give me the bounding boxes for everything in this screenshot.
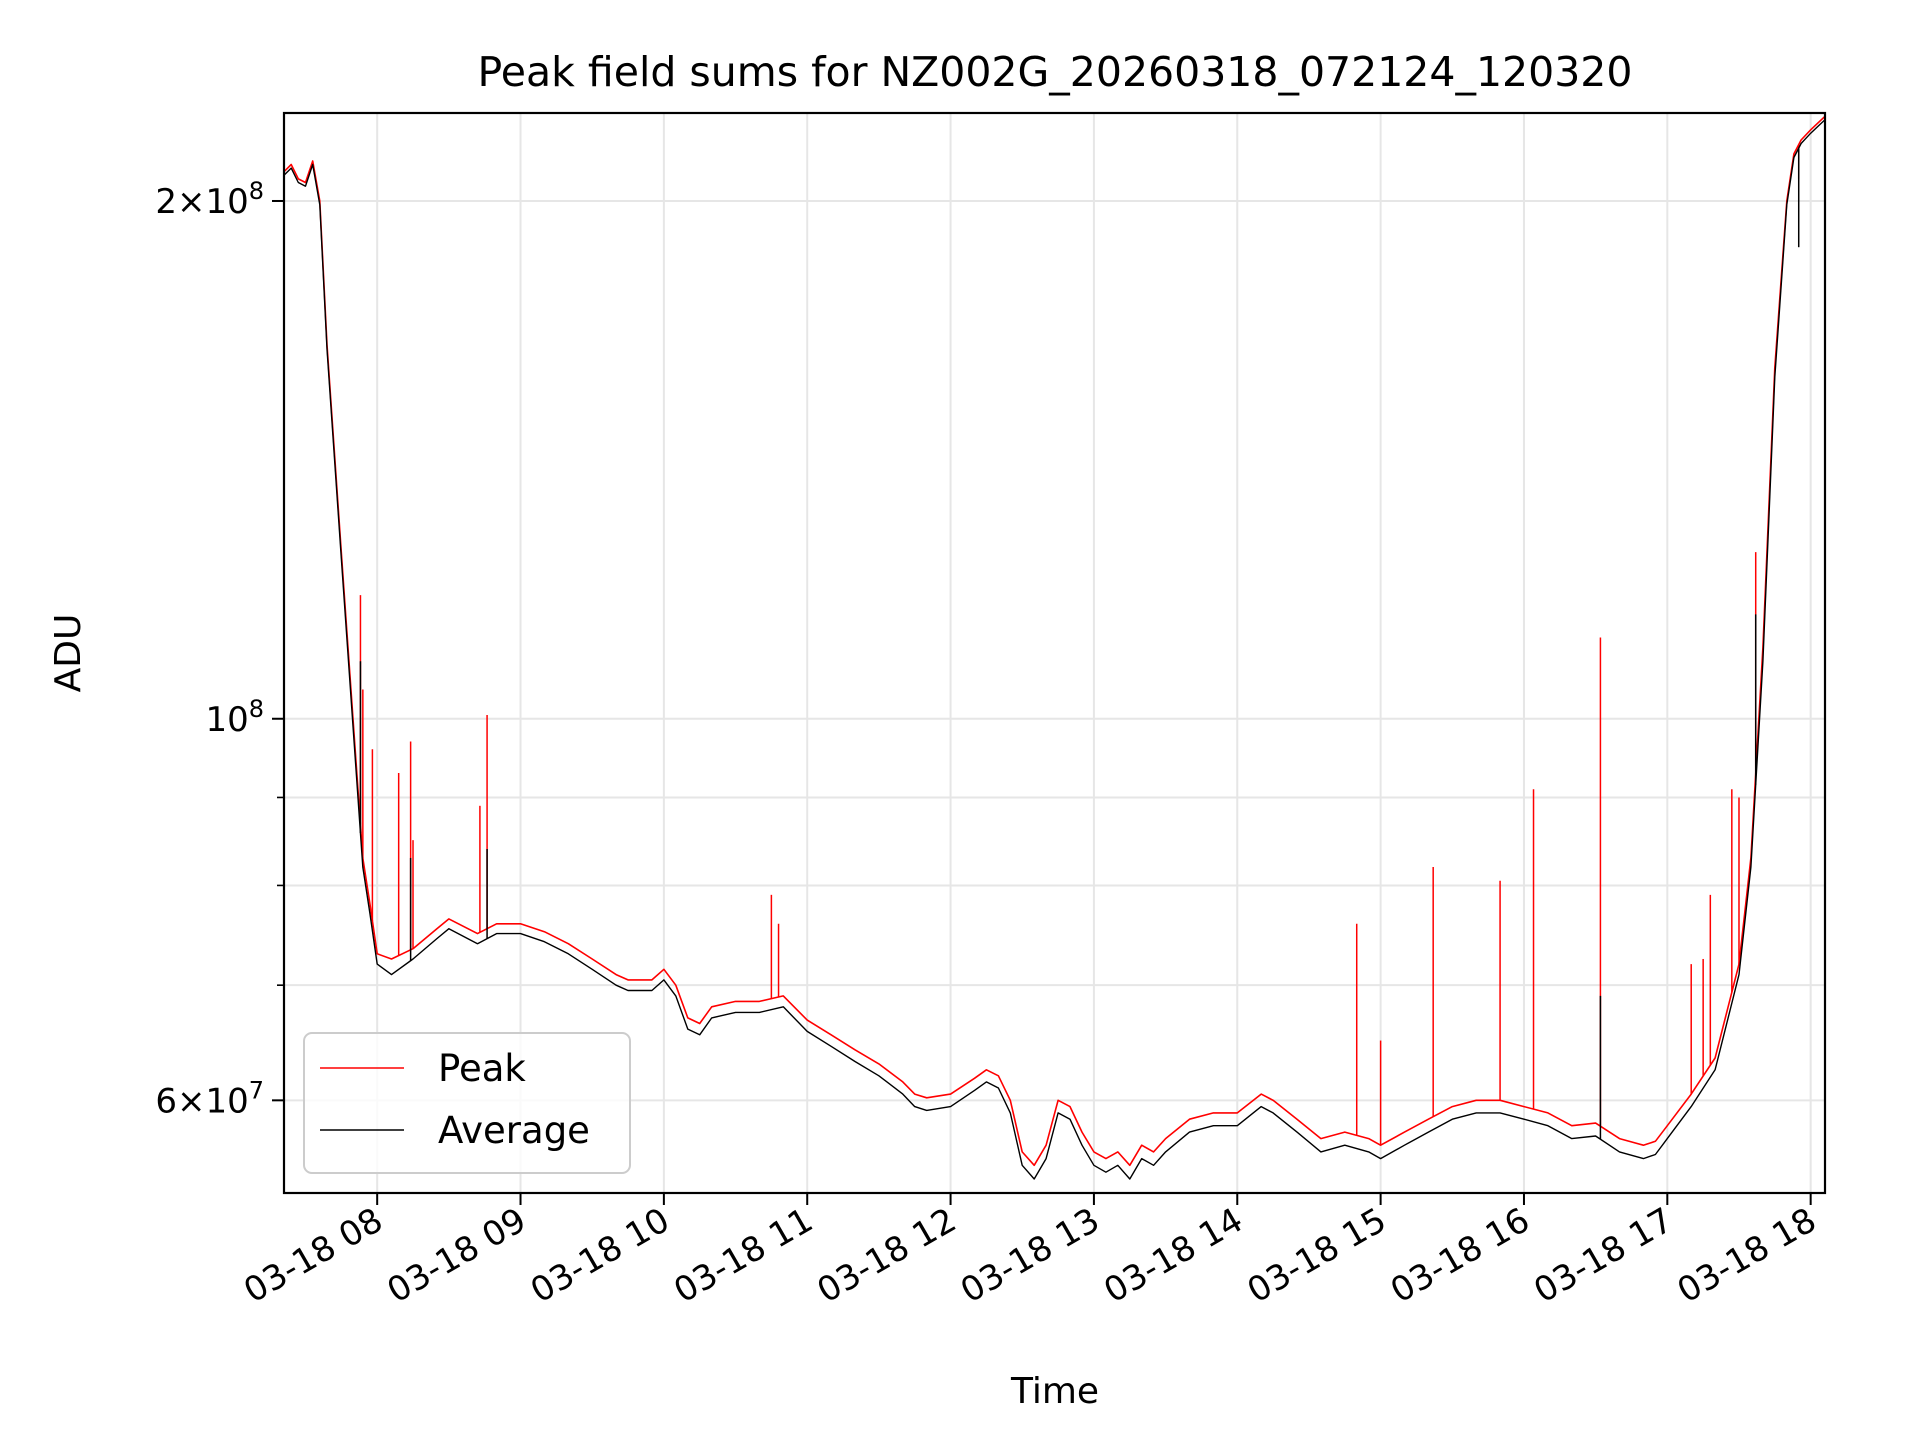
y-tick-base: 10 [205, 182, 248, 222]
series-average [284, 119, 1825, 1180]
y-tick-mantissa: 6 [155, 1081, 177, 1121]
x-axis-label: Time [1010, 1371, 1099, 1412]
y-tick-label: 2×108 [155, 177, 264, 222]
plot-frame [282, 111, 1827, 1195]
legend: Peak Average [303, 1032, 631, 1174]
series-peak [284, 115, 1825, 1167]
y-tick-base: 10 [205, 1081, 248, 1121]
legend-label-peak: Peak [438, 1047, 526, 1090]
y-tick-exponent: 7 [249, 1076, 264, 1104]
y-tick-exponent: 8 [249, 177, 264, 205]
y-tick-base: 10 [205, 700, 248, 740]
y-tick-label: 6×107 [155, 1076, 264, 1121]
y-tick-times: × [177, 1081, 206, 1121]
y-axis-label: ADU [48, 614, 89, 693]
chart-title: Peak field sums for NZ002G_20260318_0721… [478, 48, 1633, 96]
series-layer [284, 115, 1825, 1180]
y-tick-times: × [177, 182, 206, 222]
series-line-average [284, 119, 1825, 1180]
grid [284, 113, 1825, 1193]
y-tick-exponent: 8 [249, 695, 264, 723]
y-tick-mantissa: 2 [155, 182, 177, 222]
series-line-peak [284, 115, 1825, 1167]
plot-area [282, 111, 1827, 1195]
y-tick-label: 108 [205, 695, 264, 740]
legend-label-average: Average [438, 1109, 590, 1152]
